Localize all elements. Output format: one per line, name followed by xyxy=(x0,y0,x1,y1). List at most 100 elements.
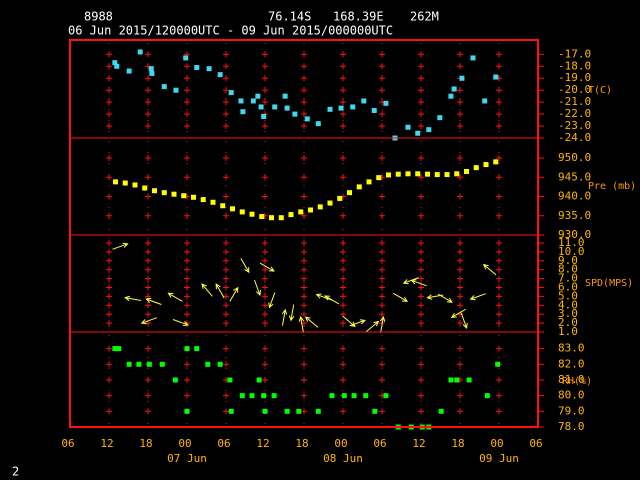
wind-arrow xyxy=(240,258,250,274)
wind-arrow xyxy=(124,295,142,302)
data-point xyxy=(217,72,223,78)
data-point xyxy=(181,193,187,199)
data-point xyxy=(183,55,189,61)
data-point xyxy=(148,66,154,72)
data-point xyxy=(272,104,278,110)
data-point xyxy=(228,408,234,414)
data-point xyxy=(161,84,167,90)
y-tick-label: 11.0 xyxy=(558,236,585,249)
wind-arrow xyxy=(365,320,380,333)
data-point xyxy=(459,75,465,81)
data-point xyxy=(405,171,411,177)
data-point xyxy=(249,393,255,399)
data-point xyxy=(269,215,274,221)
x-tick-label: 12 xyxy=(256,437,269,450)
data-point xyxy=(137,49,143,55)
data-point xyxy=(383,393,389,399)
wind-arrow xyxy=(201,283,213,297)
date-label: 09 Jun xyxy=(479,452,519,465)
data-point xyxy=(315,408,321,414)
y-tick-label: 3.0 xyxy=(558,307,578,320)
data-point xyxy=(239,393,245,399)
wind-arrow xyxy=(460,312,468,329)
wind-arrow xyxy=(482,263,497,276)
data-point xyxy=(434,172,440,178)
y-tick-label: 940.0 xyxy=(558,190,591,203)
data-point xyxy=(113,179,118,185)
x-tick-label: 18 xyxy=(139,437,152,450)
elevation: 262M xyxy=(410,10,439,24)
data-point xyxy=(466,377,472,383)
y-tick-label: 935.0 xyxy=(558,209,591,222)
wind-arrow xyxy=(172,319,190,327)
wind-arrow xyxy=(349,319,366,327)
period: 06 Jun 2015/120000UTC - 09 Jun 2015/0000… xyxy=(68,24,393,38)
date-label: 07 Jun xyxy=(167,452,207,465)
data-point xyxy=(372,408,378,414)
data-point xyxy=(329,393,335,399)
data-point xyxy=(173,87,179,93)
wind-arrow xyxy=(215,283,225,299)
data-point xyxy=(122,180,128,186)
y-tick-label: 945.0 xyxy=(558,170,591,183)
data-point xyxy=(338,105,344,111)
y-tick-label: -23.0 xyxy=(558,119,591,132)
data-point xyxy=(386,172,391,178)
data-point xyxy=(240,109,246,115)
wind-arrow xyxy=(450,308,466,318)
wind-arrow xyxy=(229,286,239,302)
data-point xyxy=(493,74,499,80)
data-point xyxy=(327,200,333,206)
x-tick-label: 06 xyxy=(217,437,230,450)
data-point xyxy=(426,127,432,133)
data-point xyxy=(172,377,178,383)
data-point xyxy=(415,130,421,136)
station-id: 8988 xyxy=(84,10,113,24)
longitude: 168.39E xyxy=(333,10,384,24)
date-label: 08 Jun xyxy=(323,452,363,465)
data-point xyxy=(395,171,401,177)
data-point xyxy=(191,194,196,200)
data-point xyxy=(152,188,157,194)
data-point xyxy=(200,197,206,203)
data-point xyxy=(278,215,284,221)
data-point xyxy=(255,93,261,99)
data-point xyxy=(249,211,255,217)
data-point xyxy=(337,195,343,201)
data-point xyxy=(171,191,177,197)
axis-label: Pre (mb) xyxy=(588,181,636,192)
y-tick-label: -17.0 xyxy=(558,47,591,60)
x-tick-label: 06 xyxy=(61,437,74,450)
y-tick-label: 81.0 xyxy=(558,373,585,386)
data-point xyxy=(415,171,421,177)
data-point xyxy=(483,162,489,168)
data-point xyxy=(284,105,290,111)
data-point xyxy=(149,70,155,76)
data-point xyxy=(284,408,290,414)
data-point xyxy=(473,165,479,171)
data-point xyxy=(194,346,200,352)
y-tick-label: 83.0 xyxy=(558,342,585,355)
data-point xyxy=(282,93,288,99)
data-point xyxy=(256,377,262,383)
data-point xyxy=(464,168,469,174)
y-tick-label: 5.0 xyxy=(558,289,578,302)
data-point xyxy=(470,55,476,61)
y-tick-label: 4.0 xyxy=(558,298,578,311)
axis-label: SPD(MPS) xyxy=(585,278,633,289)
axis-label: T(C) xyxy=(588,85,612,96)
data-point xyxy=(230,206,235,212)
x-tick-label: 06 xyxy=(373,437,386,450)
y-tick-label: 1.0 xyxy=(558,325,578,338)
data-point xyxy=(493,159,499,165)
wind-arrow xyxy=(253,279,262,297)
data-point xyxy=(376,175,382,181)
data-point xyxy=(350,104,356,110)
wind-arrow xyxy=(298,315,305,333)
data-point xyxy=(371,108,377,114)
wind-arrow xyxy=(268,292,276,309)
data-point xyxy=(194,64,200,70)
data-point xyxy=(383,100,389,106)
data-point xyxy=(308,207,313,213)
data-point xyxy=(271,393,277,399)
